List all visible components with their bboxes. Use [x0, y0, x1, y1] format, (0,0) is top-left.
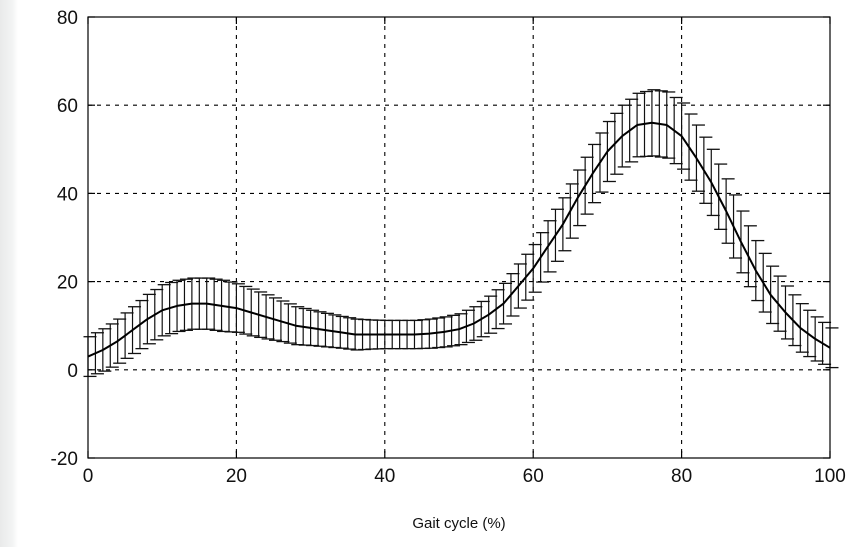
error-bar [766, 265, 780, 325]
error-bar [625, 98, 639, 163]
x-tick-label-0: 0 [83, 466, 94, 487]
error-bar [669, 96, 683, 165]
x-tick-label-80: 80 [671, 466, 692, 487]
series-line-0 [87, 121, 831, 358]
x-tick-label-60: 60 [523, 466, 544, 487]
error-bar [788, 294, 802, 347]
error-bar [573, 169, 587, 227]
error-bar [818, 321, 832, 365]
error-bar [721, 178, 735, 244]
error-bar [513, 263, 527, 309]
y-tick-label--20: -20 [51, 449, 78, 470]
error-bar [743, 225, 757, 288]
y-tick-label-40: 40 [57, 184, 78, 205]
error-bar [714, 163, 728, 230]
error-bar [751, 239, 765, 302]
grid [88, 17, 830, 458]
error-bar [729, 194, 743, 259]
error-bar [105, 323, 119, 368]
error-bar [736, 210, 750, 274]
error-bar [565, 183, 579, 239]
x-tick-label-20: 20 [226, 466, 247, 487]
error-bar [135, 299, 149, 350]
error-bar [550, 208, 564, 262]
error-bar [528, 243, 542, 293]
error-bar [521, 253, 535, 301]
error-bar [691, 124, 705, 192]
error-bars [83, 89, 839, 378]
y-tick-label-0: 0 [67, 361, 78, 382]
error-bar [128, 306, 142, 355]
error-bar [758, 252, 772, 313]
left-edge-background [0, 0, 18, 547]
tick-marks [87, 16, 831, 459]
error-bar [580, 156, 594, 215]
y-tick-label-20: 20 [57, 273, 78, 294]
error-bar [610, 112, 624, 175]
error-bar [98, 328, 112, 372]
error-bar [706, 148, 720, 217]
x-tick-label-40: 40 [374, 466, 395, 487]
error-bar [602, 120, 616, 183]
error-bar [536, 231, 550, 283]
error-bar [825, 327, 839, 369]
y-tick-label-60: 60 [57, 96, 78, 117]
x-tick-label-100: 100 [814, 466, 846, 487]
y-tick-label-80: 80 [57, 8, 78, 29]
x-axis-label: Gait cycle (%) [412, 515, 505, 532]
plot-frame [87, 16, 831, 459]
error-bar [677, 102, 691, 170]
error-bar [113, 318, 127, 364]
error-bar [558, 197, 572, 252]
error-bar [543, 220, 557, 273]
mean-line [87, 121, 831, 358]
error-bar [617, 104, 631, 168]
error-bar [684, 113, 698, 181]
error-bar [795, 302, 809, 353]
error-bar [506, 273, 520, 317]
error-bar [595, 132, 609, 193]
